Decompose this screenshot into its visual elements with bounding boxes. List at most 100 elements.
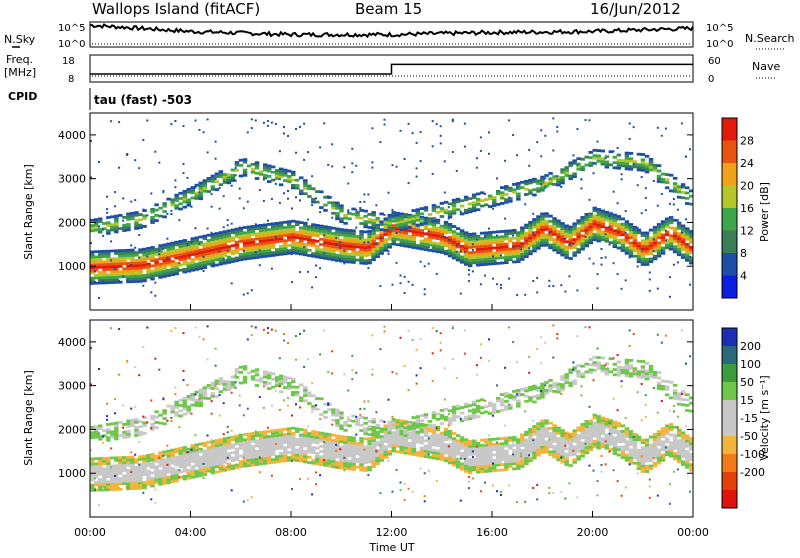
velocity-cell [359, 445, 361, 447]
power-cell [211, 238, 216, 241]
power-cell [122, 257, 127, 260]
power-cell [327, 201, 332, 204]
velocity-cell [379, 451, 384, 454]
power-cell [468, 241, 473, 244]
power-cell [283, 239, 288, 242]
velocity-cell [178, 426, 180, 428]
power-cell [231, 185, 233, 187]
power-cell [504, 261, 509, 264]
power-cell [102, 255, 107, 258]
power-cell [195, 268, 200, 271]
velocity-cell [183, 459, 188, 462]
power-cell [363, 259, 368, 262]
power-cell [480, 263, 485, 266]
power-cell [552, 241, 557, 244]
velocity-cell [303, 450, 308, 453]
power-cell [641, 212, 643, 214]
velocity-cell [191, 460, 196, 463]
velocity-cell [359, 437, 364, 440]
power-cell [191, 269, 196, 272]
power-cell [480, 245, 485, 248]
power-cell [231, 231, 236, 234]
power-cell [464, 260, 469, 263]
power-cell [303, 179, 308, 182]
velocity-cell [512, 395, 517, 398]
velocity-cell [94, 481, 99, 484]
velocity-cell [476, 471, 481, 474]
velocity-cell [275, 434, 280, 437]
power-cell [331, 237, 336, 240]
velocity-cell [416, 438, 421, 441]
power-cell [589, 213, 594, 216]
velocity-cell [327, 452, 332, 455]
velocity-cell [187, 464, 192, 467]
power-cell [134, 211, 139, 214]
velocity-cell [279, 409, 281, 411]
velocity-cell [504, 455, 509, 458]
velocity-cell [496, 410, 501, 413]
velocity-cell [440, 434, 445, 437]
velocity-cell [508, 444, 512, 447]
velocity-cell [480, 452, 485, 455]
power-cell [178, 208, 183, 211]
velocity-cell [323, 459, 325, 461]
power-cell [556, 230, 561, 233]
velocity-cell [359, 448, 364, 451]
power-cell [516, 239, 521, 242]
power-cell [673, 248, 678, 251]
power-cell [227, 179, 232, 182]
velocity-cell [556, 450, 561, 453]
velocity-cell [351, 436, 356, 439]
velocity-cell [102, 457, 107, 460]
velocity-cell [150, 482, 155, 485]
velocity-cell [323, 446, 328, 449]
velocity-cell [484, 449, 489, 452]
velocity-cell [552, 424, 557, 427]
velocity-cell [311, 430, 316, 433]
power-cell [613, 214, 618, 217]
velocity-cell [231, 459, 236, 462]
velocity-cell [532, 446, 537, 449]
power-cell [516, 237, 521, 240]
velocity-cell [215, 471, 220, 474]
power-cell [392, 235, 397, 238]
power-cell [552, 222, 557, 225]
power-cell [492, 252, 497, 255]
power-cell [432, 217, 437, 220]
velocity-cell [351, 447, 356, 450]
power-cell [625, 232, 627, 234]
power-cell [307, 236, 312, 239]
velocity-cell [122, 459, 127, 462]
power-cell [371, 243, 376, 246]
power-cell [255, 232, 259, 235]
velocity-cell [187, 469, 192, 472]
power-cell [118, 227, 123, 230]
velocity-cell [331, 442, 336, 445]
velocity-cell [552, 382, 557, 385]
power-cell [480, 256, 485, 259]
power-cell [532, 242, 537, 245]
power-cell [331, 212, 336, 215]
power-cell [98, 228, 103, 231]
power-cell [460, 245, 465, 248]
power-cell [552, 220, 557, 223]
velocity-cell [279, 444, 284, 447]
power-cell [420, 160, 422, 162]
power-cell [379, 221, 384, 224]
velocity-cell [351, 415, 356, 418]
power-cell [207, 118, 209, 120]
power-cell [94, 226, 99, 229]
power-cell [613, 229, 618, 232]
velocity-cell [540, 433, 545, 436]
power-cell [540, 155, 542, 157]
velocity-cell [548, 487, 550, 489]
velocity-cell [524, 441, 529, 444]
power-cell [223, 238, 228, 241]
velocity-cell [138, 466, 143, 469]
power-cell [576, 235, 581, 238]
power-cell [363, 215, 368, 218]
velocity-cell [142, 416, 144, 418]
power-cell [404, 239, 409, 242]
power-cell [456, 251, 458, 253]
power-cell [114, 276, 119, 279]
